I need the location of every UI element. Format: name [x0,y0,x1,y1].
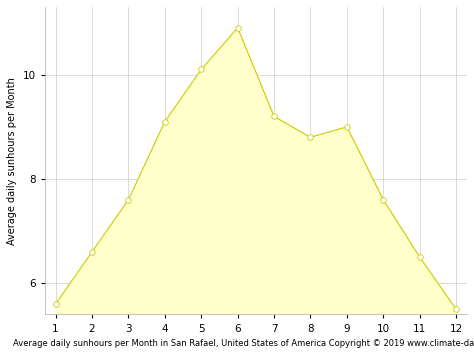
Point [161,119,169,125]
Point [198,67,205,72]
Point [234,25,241,31]
Y-axis label: Average daily sunhours per Month: Average daily sunhours per Month [7,77,17,245]
Point [343,124,351,130]
Point [88,249,96,255]
Point [380,197,387,203]
Point [452,306,460,312]
Point [416,254,423,260]
Point [52,301,59,307]
Point [270,114,278,119]
Point [307,135,314,140]
Point [125,197,132,203]
X-axis label: Average daily sunhours per Month in San Rafael, United States of America Copyrig: Average daily sunhours per Month in San … [13,339,474,348]
